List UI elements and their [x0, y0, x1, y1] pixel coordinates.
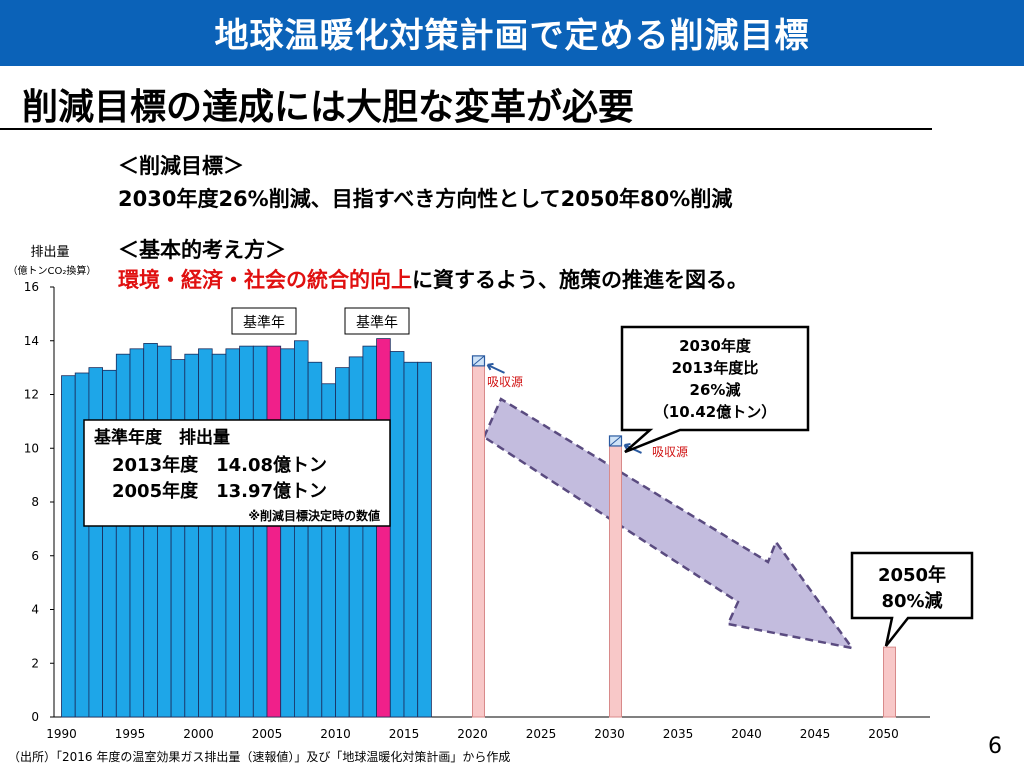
y-tick-label-12: 12: [24, 388, 39, 402]
x-tick-label-2045: 2045: [800, 727, 831, 741]
target-2050-line1: 2050年: [878, 564, 946, 586]
sink-marker-diagonal-2030: [609, 435, 622, 447]
target-2030-line1: 2030年度: [679, 337, 752, 355]
y-tick-label-10: 10: [24, 441, 39, 455]
title-underline: [0, 128, 932, 130]
target-2030-callout: [620, 325, 810, 454]
x-tick-label-1990: 1990: [46, 727, 77, 741]
bar-1995: [129, 348, 145, 718]
bar-1997: [156, 345, 172, 718]
x-tick-label-2030: 2030: [594, 727, 625, 741]
bar-2000: [198, 348, 213, 718]
x-tick-label-2005: 2005: [252, 727, 283, 741]
target-2050-line2: 80%減: [881, 590, 942, 612]
bar-2012: [362, 345, 377, 718]
base-year-label-2013: 基準年: [356, 314, 398, 331]
bar-2014: [389, 351, 405, 718]
emissions-info-box: [83, 419, 391, 527]
target-2050-callout: [850, 551, 974, 647]
bar-1990: [61, 375, 76, 718]
bar-2008: [307, 361, 323, 718]
x-tick-label-2035: 2035: [663, 727, 694, 741]
y-tick-label-0: 0: [31, 710, 39, 724]
target-bar-2050: [883, 646, 896, 718]
bar-2011: [348, 356, 364, 718]
x-tick-label-2050: 2050: [868, 727, 899, 741]
sink-marker-diagonal-2020: [472, 355, 485, 367]
x-tick-label-1995: 1995: [115, 727, 146, 741]
y-tick-label-8: 8: [31, 495, 39, 509]
target-text: 2030年度26%削減、目指すべき方向性として2050年80%削減: [118, 187, 733, 211]
x-tick-label-2010: 2010: [320, 727, 351, 741]
base-year-label-box-2005: [231, 307, 297, 335]
sink-arrow-2020: [486, 362, 505, 374]
emissions-box-2013: 2013年度 14.08億トン: [112, 454, 327, 476]
y-tick-label-2: 2: [31, 656, 39, 670]
bar-2013: [376, 338, 391, 718]
bar-2007: [293, 340, 309, 718]
bar-2016: [417, 361, 432, 718]
x-tick-label-2020: 2020: [457, 727, 488, 741]
bar-1996: [143, 343, 158, 718]
approach-highlight: 環境・経済・社会の統合的向上: [118, 268, 412, 292]
emissions-box-title: 基準年度 排出量: [93, 427, 230, 448]
approach-text: 環境・経済・社会の統合的向上に資するよう、施策の推進を図る。: [118, 264, 748, 294]
page-number: 6: [988, 734, 1002, 759]
x-tick-label-2000: 2000: [183, 727, 214, 741]
x-tick-label-2040: 2040: [731, 727, 762, 741]
y-axis-title: 排出量: [30, 245, 69, 260]
y-tick-label-4: 4: [31, 603, 39, 617]
bar-1994: [115, 353, 131, 718]
y-tick-label-6: 6: [31, 549, 39, 563]
sink-label-2020: 吸収源: [487, 375, 523, 389]
bar-2015: [403, 361, 419, 718]
base-year-label-2005: 基準年: [243, 314, 285, 331]
y-axis-unit: （億トンCO₂換算）: [8, 264, 97, 277]
bar-2001: [211, 353, 227, 718]
y-tick-label-16: 16: [24, 280, 39, 294]
target-2030-line3: 26%減: [690, 381, 741, 399]
x-tick-label-2015: 2015: [389, 727, 420, 741]
bar-2002: [225, 348, 240, 718]
bar-1998: [170, 359, 186, 718]
emissions-box-note: ※削減目標決定時の数値: [248, 508, 380, 523]
target-bar-2030: [609, 436, 622, 718]
header-title: 地球温暖化対策計画で定める削減目標: [214, 16, 810, 56]
base-year-label-box-2013: [344, 307, 410, 335]
bar-2006: [280, 348, 295, 718]
emissions-box-2005: 2005年度 13.97億トン: [112, 480, 327, 502]
bar-2005: [266, 345, 282, 718]
approach-heading: ＜基本的考え方＞: [118, 238, 286, 262]
reduction-trend-arrow: [482, 397, 855, 650]
target-heading: ＜削減目標＞: [118, 154, 244, 178]
target-bar-2020: [472, 356, 485, 718]
target-2030-line2: 2013年度比: [672, 359, 759, 377]
header-bar: [0, 0, 1024, 66]
sink-label-2030: 吸収源: [652, 445, 688, 459]
bar-2003: [239, 345, 254, 718]
slide-title: 削減目標の達成には大胆な変革が必要: [22, 87, 635, 128]
approach-rest: に資するよう、施策の推進を図る。: [412, 268, 748, 292]
bar-1999: [184, 353, 199, 718]
bar-2004: [252, 345, 268, 718]
target-2030-line4: （10.42億トン）: [654, 403, 776, 421]
x-tick-label-2025: 2025: [526, 727, 557, 741]
source-note: （出所）「2016 年度の温室効果ガス排出量（速報値）」及び「地球温暖化対策計画…: [8, 750, 511, 764]
y-tick-label-14: 14: [24, 334, 39, 348]
